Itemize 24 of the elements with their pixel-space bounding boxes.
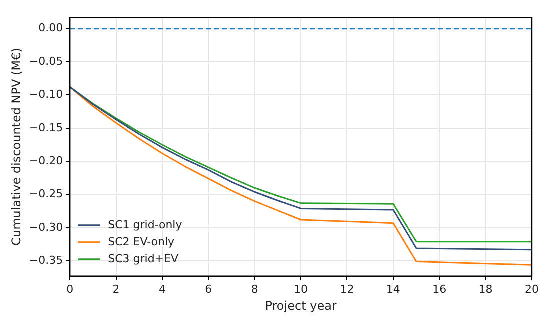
legend-label: SC1 grid-only bbox=[108, 218, 183, 232]
x-tick-label: 0 bbox=[66, 282, 74, 296]
y-tick-label: −0.15 bbox=[29, 121, 64, 134]
y-tick-label: −0.25 bbox=[29, 188, 64, 201]
y-tick-label: −0.30 bbox=[29, 220, 64, 234]
y-tick-label: −0.05 bbox=[29, 54, 64, 68]
legend-label: SC3 grid+EV bbox=[108, 252, 179, 266]
x-tick-label: 20 bbox=[525, 282, 539, 296]
x-tick-label: 16 bbox=[432, 282, 447, 296]
y-tick-label: 0.00 bbox=[38, 22, 64, 35]
y-axis-title: Cumulative discounted NPV (M€) bbox=[9, 48, 24, 246]
y-tick-label: −0.20 bbox=[29, 154, 64, 168]
x-tick-label: 6 bbox=[205, 282, 212, 296]
x-tick-label: 18 bbox=[478, 282, 493, 296]
x-axis-title: Project year bbox=[265, 298, 337, 313]
x-tick-label: 4 bbox=[158, 282, 166, 296]
x-tick-label: 8 bbox=[251, 282, 258, 296]
x-tick-label: 12 bbox=[340, 282, 354, 296]
y-tick-label: −0.10 bbox=[29, 88, 64, 102]
x-tick-label: 10 bbox=[294, 282, 308, 296]
legend-label: SC2 EV-only bbox=[108, 235, 176, 248]
x-tick-label: 14 bbox=[386, 282, 400, 296]
y-tick-label: −0.35 bbox=[29, 254, 64, 267]
x-tick-label: 2 bbox=[112, 282, 120, 296]
